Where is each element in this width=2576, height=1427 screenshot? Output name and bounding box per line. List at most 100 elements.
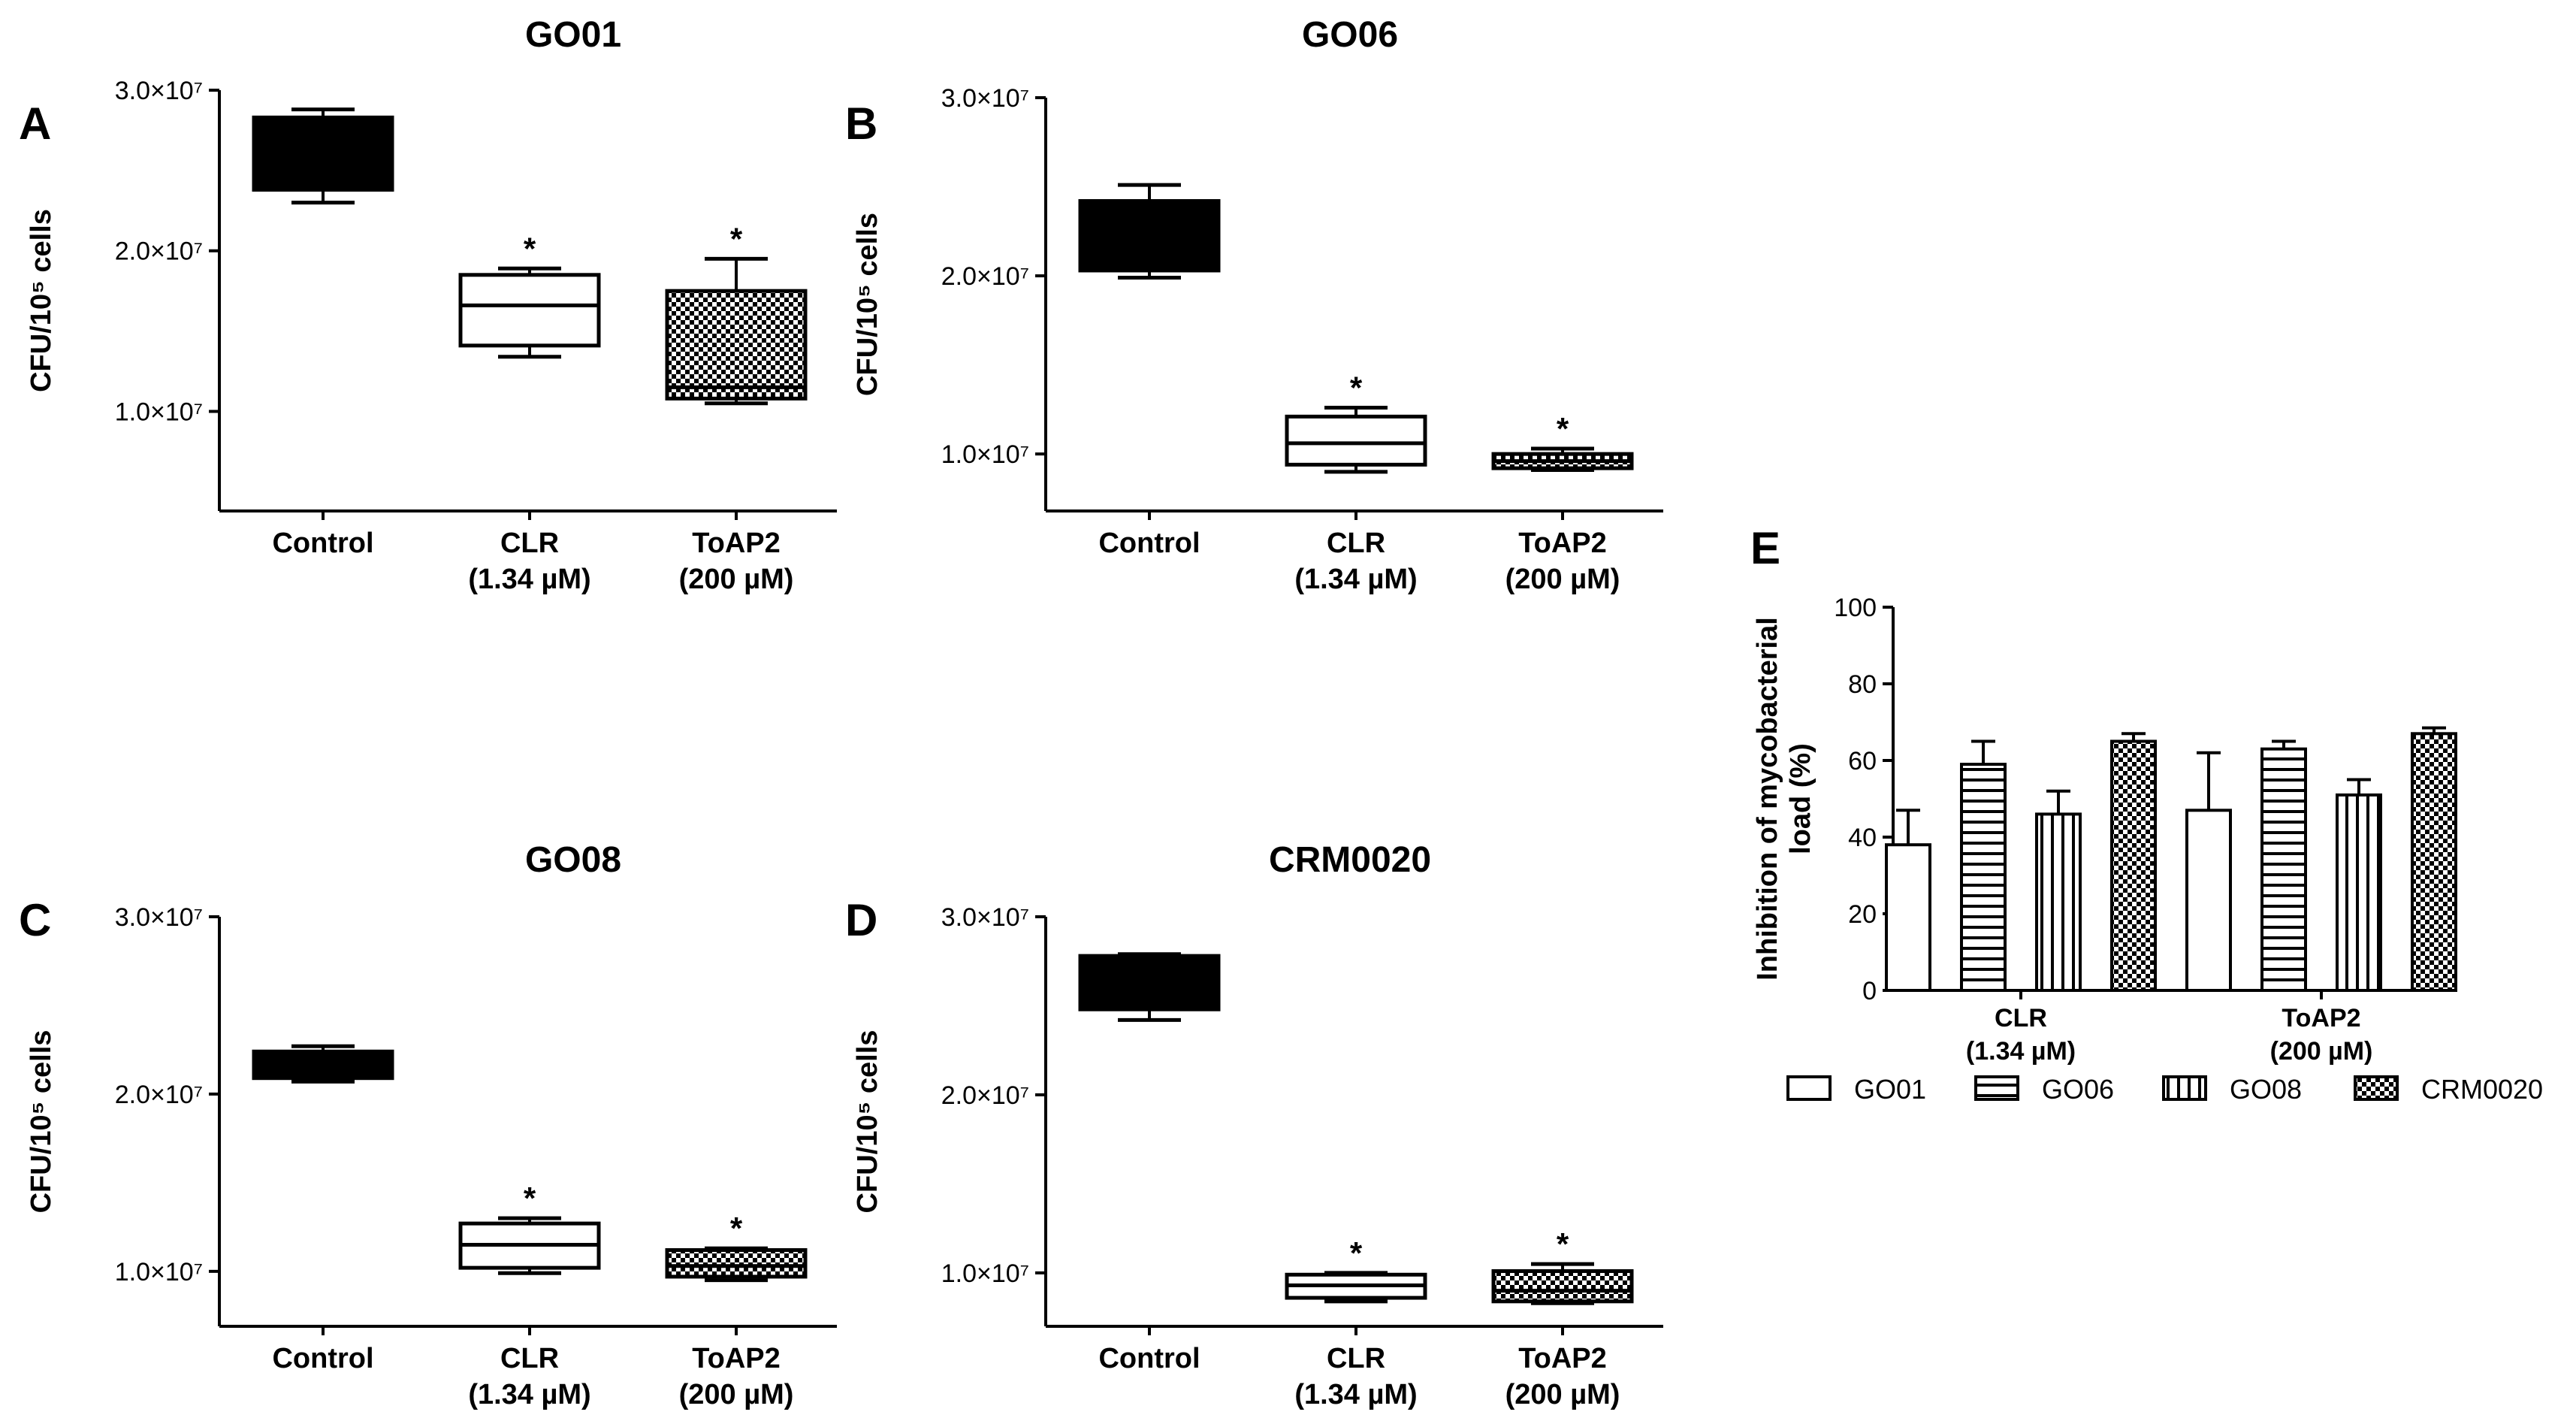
legend-swatch [2354, 1075, 2399, 1101]
significance-marker: * [730, 221, 743, 256]
panel-title: GO08 [525, 840, 621, 880]
bar-go06-2 [2260, 739, 2307, 992]
bar [2110, 739, 2157, 992]
significance-marker: * [1557, 1226, 1569, 1262]
box-iqr [1285, 414, 1427, 467]
box-iqr [665, 289, 808, 401]
bar [2185, 809, 2232, 993]
category-label-unit: (200 µM) [679, 564, 794, 595]
y-axis-label: CFU/10⁵ cells [852, 1030, 883, 1214]
category-label: CLR [1995, 1004, 2047, 1032]
category-label-unit: (1.34 µM) [1294, 564, 1417, 595]
category-label: Control [272, 1343, 373, 1374]
box-iqr [1078, 199, 1221, 273]
box-3: * [665, 1211, 808, 1283]
y-tick-label: 1.0×10⁷ [115, 1258, 203, 1286]
y-tick-label: 60 [1848, 747, 1877, 775]
box-1 [252, 107, 394, 205]
bar [2035, 812, 2082, 993]
box-1 [1078, 952, 1221, 1022]
bar [2260, 747, 2307, 992]
y-tick-label: 2.0×10⁷ [941, 1081, 1029, 1110]
y-tick-label: 1.0×10⁷ [941, 1259, 1029, 1288]
bar-crm0020-1 [2110, 732, 2157, 992]
significance-marker: * [1350, 370, 1363, 406]
legend-swatch [1974, 1075, 2019, 1101]
bar [1960, 763, 2007, 992]
bar-go08-1 [2035, 789, 2082, 993]
box-iqr [1491, 1269, 1634, 1304]
panel-label: A [19, 98, 51, 149]
panel-label: B [845, 98, 877, 149]
panel-b: B GO06 1.0×10⁷ 2.0×10⁷ 3.0×10⁷ CFU/10⁵ cells C… [845, 15, 1663, 595]
bar [2336, 793, 2382, 993]
category-label: ToAP2 [1518, 1343, 1607, 1374]
bar-go01-1 [1885, 809, 1931, 992]
y-tick-label: 0 [1862, 977, 1877, 1005]
legend-item-crm0020: CRM0020 [2354, 1074, 2543, 1105]
legend-label: CRM0020 [2421, 1074, 2543, 1105]
y-axis-label: CFU/10⁵ cells [26, 209, 57, 392]
bar-go06-1 [1960, 739, 2007, 992]
category-label: Control [1098, 1343, 1200, 1374]
category-label-unit: (1.34 µM) [1294, 1379, 1417, 1410]
box-iqr [1078, 954, 1221, 1011]
category-label-unit: (200 µM) [679, 1379, 794, 1410]
category-label: CLR [1327, 528, 1385, 559]
panel-title: CRM0020 [1269, 840, 1431, 880]
panel-title: GO01 [525, 15, 621, 55]
bar-go08-2 [2336, 778, 2382, 993]
significance-marker: * [1350, 1235, 1363, 1271]
significance-marker: * [730, 1211, 743, 1246]
bar-go01-2 [2185, 751, 2232, 993]
y-tick-label: 3.0×10⁷ [115, 77, 203, 105]
box-2: * [1285, 1235, 1427, 1304]
significance-marker: * [524, 1181, 536, 1216]
box-2: * [458, 1181, 601, 1275]
category-label: ToAP2 [692, 528, 781, 559]
panel-c: C GO08 1.0×10⁷ 2.0×10⁷ 3.0×10⁷ CFU/10⁵ cells C… [19, 840, 837, 1410]
box-3: * [1491, 1226, 1634, 1305]
significance-marker: * [1557, 411, 1569, 446]
category-label-unit: (200 µM) [1505, 564, 1620, 595]
panel-label: E [1750, 523, 1780, 573]
legend-swatch [2162, 1075, 2207, 1101]
legend-item-go08: GO08 [2162, 1074, 2302, 1105]
category-label: ToAP2 [692, 1343, 781, 1374]
panel-label: D [845, 895, 877, 945]
category-label: ToAP2 [1518, 528, 1607, 559]
panel-a: A GO01 1.0×10⁷ 2.0×10⁷ 3.0×10⁷ CFU/10⁵ cells C… [19, 15, 837, 595]
y-axis-label-line: load (%) [1785, 743, 1816, 854]
category-label-unit: (1.34 µM) [468, 564, 590, 595]
y-axis-label-line: Inhibition of mycobacterial [1752, 617, 1783, 981]
category-label: CLR [1327, 1343, 1385, 1374]
legend-item-go06: GO06 [1974, 1074, 2114, 1105]
box-3: * [1491, 411, 1634, 472]
significance-marker: * [524, 231, 536, 266]
category-label: ToAP2 [2282, 1004, 2360, 1032]
legend-swatch [1786, 1075, 1832, 1101]
bar-crm0020-2 [2411, 726, 2457, 992]
panel-e: E 0 20 40 60 80 100 Inhibition of mycobacterial… [1750, 523, 2543, 1105]
box-1 [252, 1044, 394, 1084]
legend-label: GO01 [1854, 1074, 1926, 1105]
legend-label: GO08 [2230, 1074, 2302, 1105]
bar [1885, 843, 1931, 992]
y-axis-label: CFU/10⁵ cells [852, 213, 883, 396]
y-tick-label: 100 [1834, 594, 1877, 622]
category-label-unit: (200 µM) [2270, 1037, 2373, 1066]
y-tick-label: 40 [1848, 824, 1877, 852]
y-tick-label: 80 [1848, 670, 1877, 699]
category-label: CLR [500, 528, 559, 559]
y-tick-label: 1.0×10⁷ [115, 398, 203, 426]
box-2: * [1285, 370, 1427, 474]
category-label-unit: (1.34 µM) [468, 1379, 590, 1410]
box-iqr [252, 1049, 394, 1081]
panel-d: D CRM0020 1.0×10⁷ 2.0×10⁷ 3.0×10⁷ CFU/10⁵ cel… [845, 840, 1663, 1410]
y-tick-label: 2.0×10⁷ [115, 237, 203, 266]
bar [2411, 732, 2457, 992]
y-tick-label: 2.0×10⁷ [941, 262, 1029, 291]
box-1 [1078, 183, 1221, 280]
panel-label: C [19, 895, 51, 945]
